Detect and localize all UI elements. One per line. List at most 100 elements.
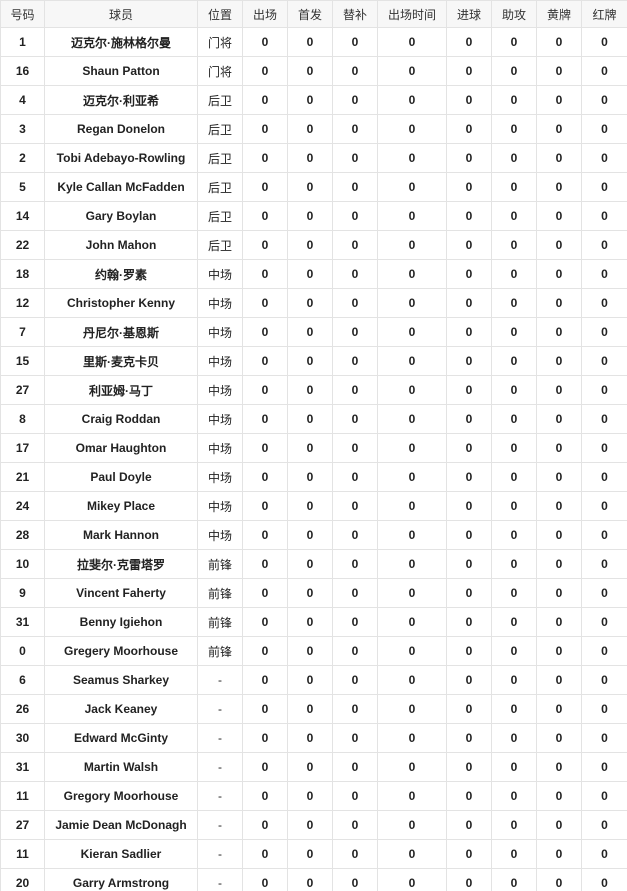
stat-cell: 0 [287, 868, 333, 891]
stat-cell: 0 [287, 549, 333, 579]
stat-cell: 26 [0, 694, 45, 724]
stat-cell: 0 [287, 462, 333, 492]
stat-cell: 0 [287, 491, 333, 521]
stat-cell: 0 [287, 839, 333, 869]
stat-cell: 0 [581, 665, 627, 695]
stat-cell: 0 [581, 433, 627, 463]
player-name: Edward McGinty [44, 723, 198, 753]
player-name: Craig Roddan [44, 404, 198, 434]
position: 前锋 [197, 578, 243, 608]
stat-cell: 0 [446, 85, 492, 115]
stat-cell: 0 [536, 694, 582, 724]
stat-cell: 0 [491, 839, 537, 869]
stat-cell: 0 [242, 404, 288, 434]
stat-cell: 0 [491, 230, 537, 260]
stat-cell: 6 [0, 665, 45, 695]
stat-cell: 0 [536, 665, 582, 695]
stat-cell: 0 [446, 665, 492, 695]
stat-cell: 0 [287, 114, 333, 144]
stat-cell: 0 [581, 230, 627, 260]
header-cell: 球员 [44, 0, 198, 28]
position: - [197, 810, 243, 840]
stat-cell: 0 [446, 172, 492, 202]
stat-cell: 0 [446, 723, 492, 753]
stat-cell: 0 [377, 375, 447, 405]
stat-cell: 0 [491, 868, 537, 891]
stat-cell: 0 [242, 56, 288, 86]
stat-cell: 0 [377, 462, 447, 492]
stat-cell: 0 [377, 752, 447, 782]
stat-cell: 0 [491, 259, 537, 289]
stat-cell: 27 [0, 810, 45, 840]
stat-cell: 0 [491, 665, 537, 695]
header-cell: 替补 [332, 0, 378, 28]
stat-cell: 0 [332, 114, 378, 144]
stat-cell: 0 [491, 85, 537, 115]
stat-cell: 0 [332, 404, 378, 434]
stat-cell: 0 [446, 694, 492, 724]
stat-cell: 0 [287, 810, 333, 840]
position: 中场 [197, 491, 243, 521]
stat-cell: 0 [491, 404, 537, 434]
stat-cell: 11 [0, 839, 45, 869]
stat-cell: 22 [0, 230, 45, 260]
header-cell: 黄牌 [536, 0, 582, 28]
stat-cell: 0 [377, 172, 447, 202]
stat-cell: 0 [491, 694, 537, 724]
stat-cell: 0 [491, 723, 537, 753]
player-row: 1 迈克尔·施林格尔曼 门将 0 0 0 0 0 0 0 0 [0, 27, 627, 57]
stat-cell: 0 [377, 694, 447, 724]
stat-cell: 0 [491, 56, 537, 86]
stat-cell: 17 [0, 433, 45, 463]
stat-cell: 0 [581, 810, 627, 840]
player-row: 10 拉斐尔·克雷塔罗 前锋 0 0 0 0 0 0 0 0 [0, 549, 627, 579]
stat-cell: 31 [0, 752, 45, 782]
player-row: 8 Craig Roddan 中场 0 0 0 0 0 0 0 0 [0, 404, 627, 434]
player-row: 31 Benny Igiehon 前锋 0 0 0 0 0 0 0 0 [0, 607, 627, 637]
player-name: Tobi Adebayo-Rowling [44, 143, 198, 173]
position: 后卫 [197, 143, 243, 173]
player-name: Garry Armstrong [44, 868, 198, 891]
stat-cell: 0 [332, 346, 378, 376]
stat-cell: 0 [287, 27, 333, 57]
stat-cell: 0 [287, 346, 333, 376]
header-cell: 出场 [242, 0, 288, 28]
stat-cell: 0 [287, 781, 333, 811]
header-cell: 首发 [287, 0, 333, 28]
header-row: 号码 球员 位置 出场 首发 替补 出场时间 进球 助攻 黄牌 红牌 [0, 0, 627, 28]
stat-cell: 0 [581, 172, 627, 202]
stat-cell: 0 [536, 288, 582, 318]
stat-cell: 10 [0, 549, 45, 579]
stat-cell: 2 [0, 143, 45, 173]
player-row: 31 Martin Walsh -0 0 0 0 0 0 0 0 [0, 752, 627, 782]
player-row: 2 Tobi Adebayo-Rowling 后卫 0 0 0 0 0 0 0 0 [0, 143, 627, 173]
player-name: Vincent Faherty [44, 578, 198, 608]
stat-cell: 0 [446, 375, 492, 405]
player-name: Gregory Moorhouse [44, 781, 198, 811]
player-name: 利亚姆·马丁 [44, 375, 198, 405]
stat-cell: 0 [242, 143, 288, 173]
stat-cell: 0 [536, 346, 582, 376]
stat-cell: 0 [377, 520, 447, 550]
stat-cell: 0 [287, 752, 333, 782]
stat-cell: 0 [287, 85, 333, 115]
position: 后卫 [197, 230, 243, 260]
player-name: Jack Keaney [44, 694, 198, 724]
stat-cell: 0 [581, 694, 627, 724]
player-row: 27 Jamie Dean McDonagh -0 0 0 0 0 0 0 0 [0, 810, 627, 840]
stat-cell: 0 [242, 607, 288, 637]
player-row: 17 Omar Haughton 中场 0 0 0 0 0 0 0 0 [0, 433, 627, 463]
stat-cell: 0 [242, 375, 288, 405]
player-row: 16 Shaun Patton 门将 0 0 0 0 0 0 0 0 [0, 56, 627, 86]
stat-cell: 0 [242, 172, 288, 202]
stat-cell: 30 [0, 723, 45, 753]
player-row: 6 Seamus Sharkey -0 0 0 0 0 0 0 0 [0, 665, 627, 695]
stat-cell: 0 [536, 56, 582, 86]
player-row: 28 Mark Hannon 中场 0 0 0 0 0 0 0 0 [0, 520, 627, 550]
stat-cell: 0 [287, 520, 333, 550]
stat-cell: 0 [536, 85, 582, 115]
stat-cell: 0 [377, 404, 447, 434]
player-row: 3 Regan Donelon 后卫 0 0 0 0 0 0 0 0 [0, 114, 627, 144]
header-cell: 红牌 [581, 0, 627, 28]
